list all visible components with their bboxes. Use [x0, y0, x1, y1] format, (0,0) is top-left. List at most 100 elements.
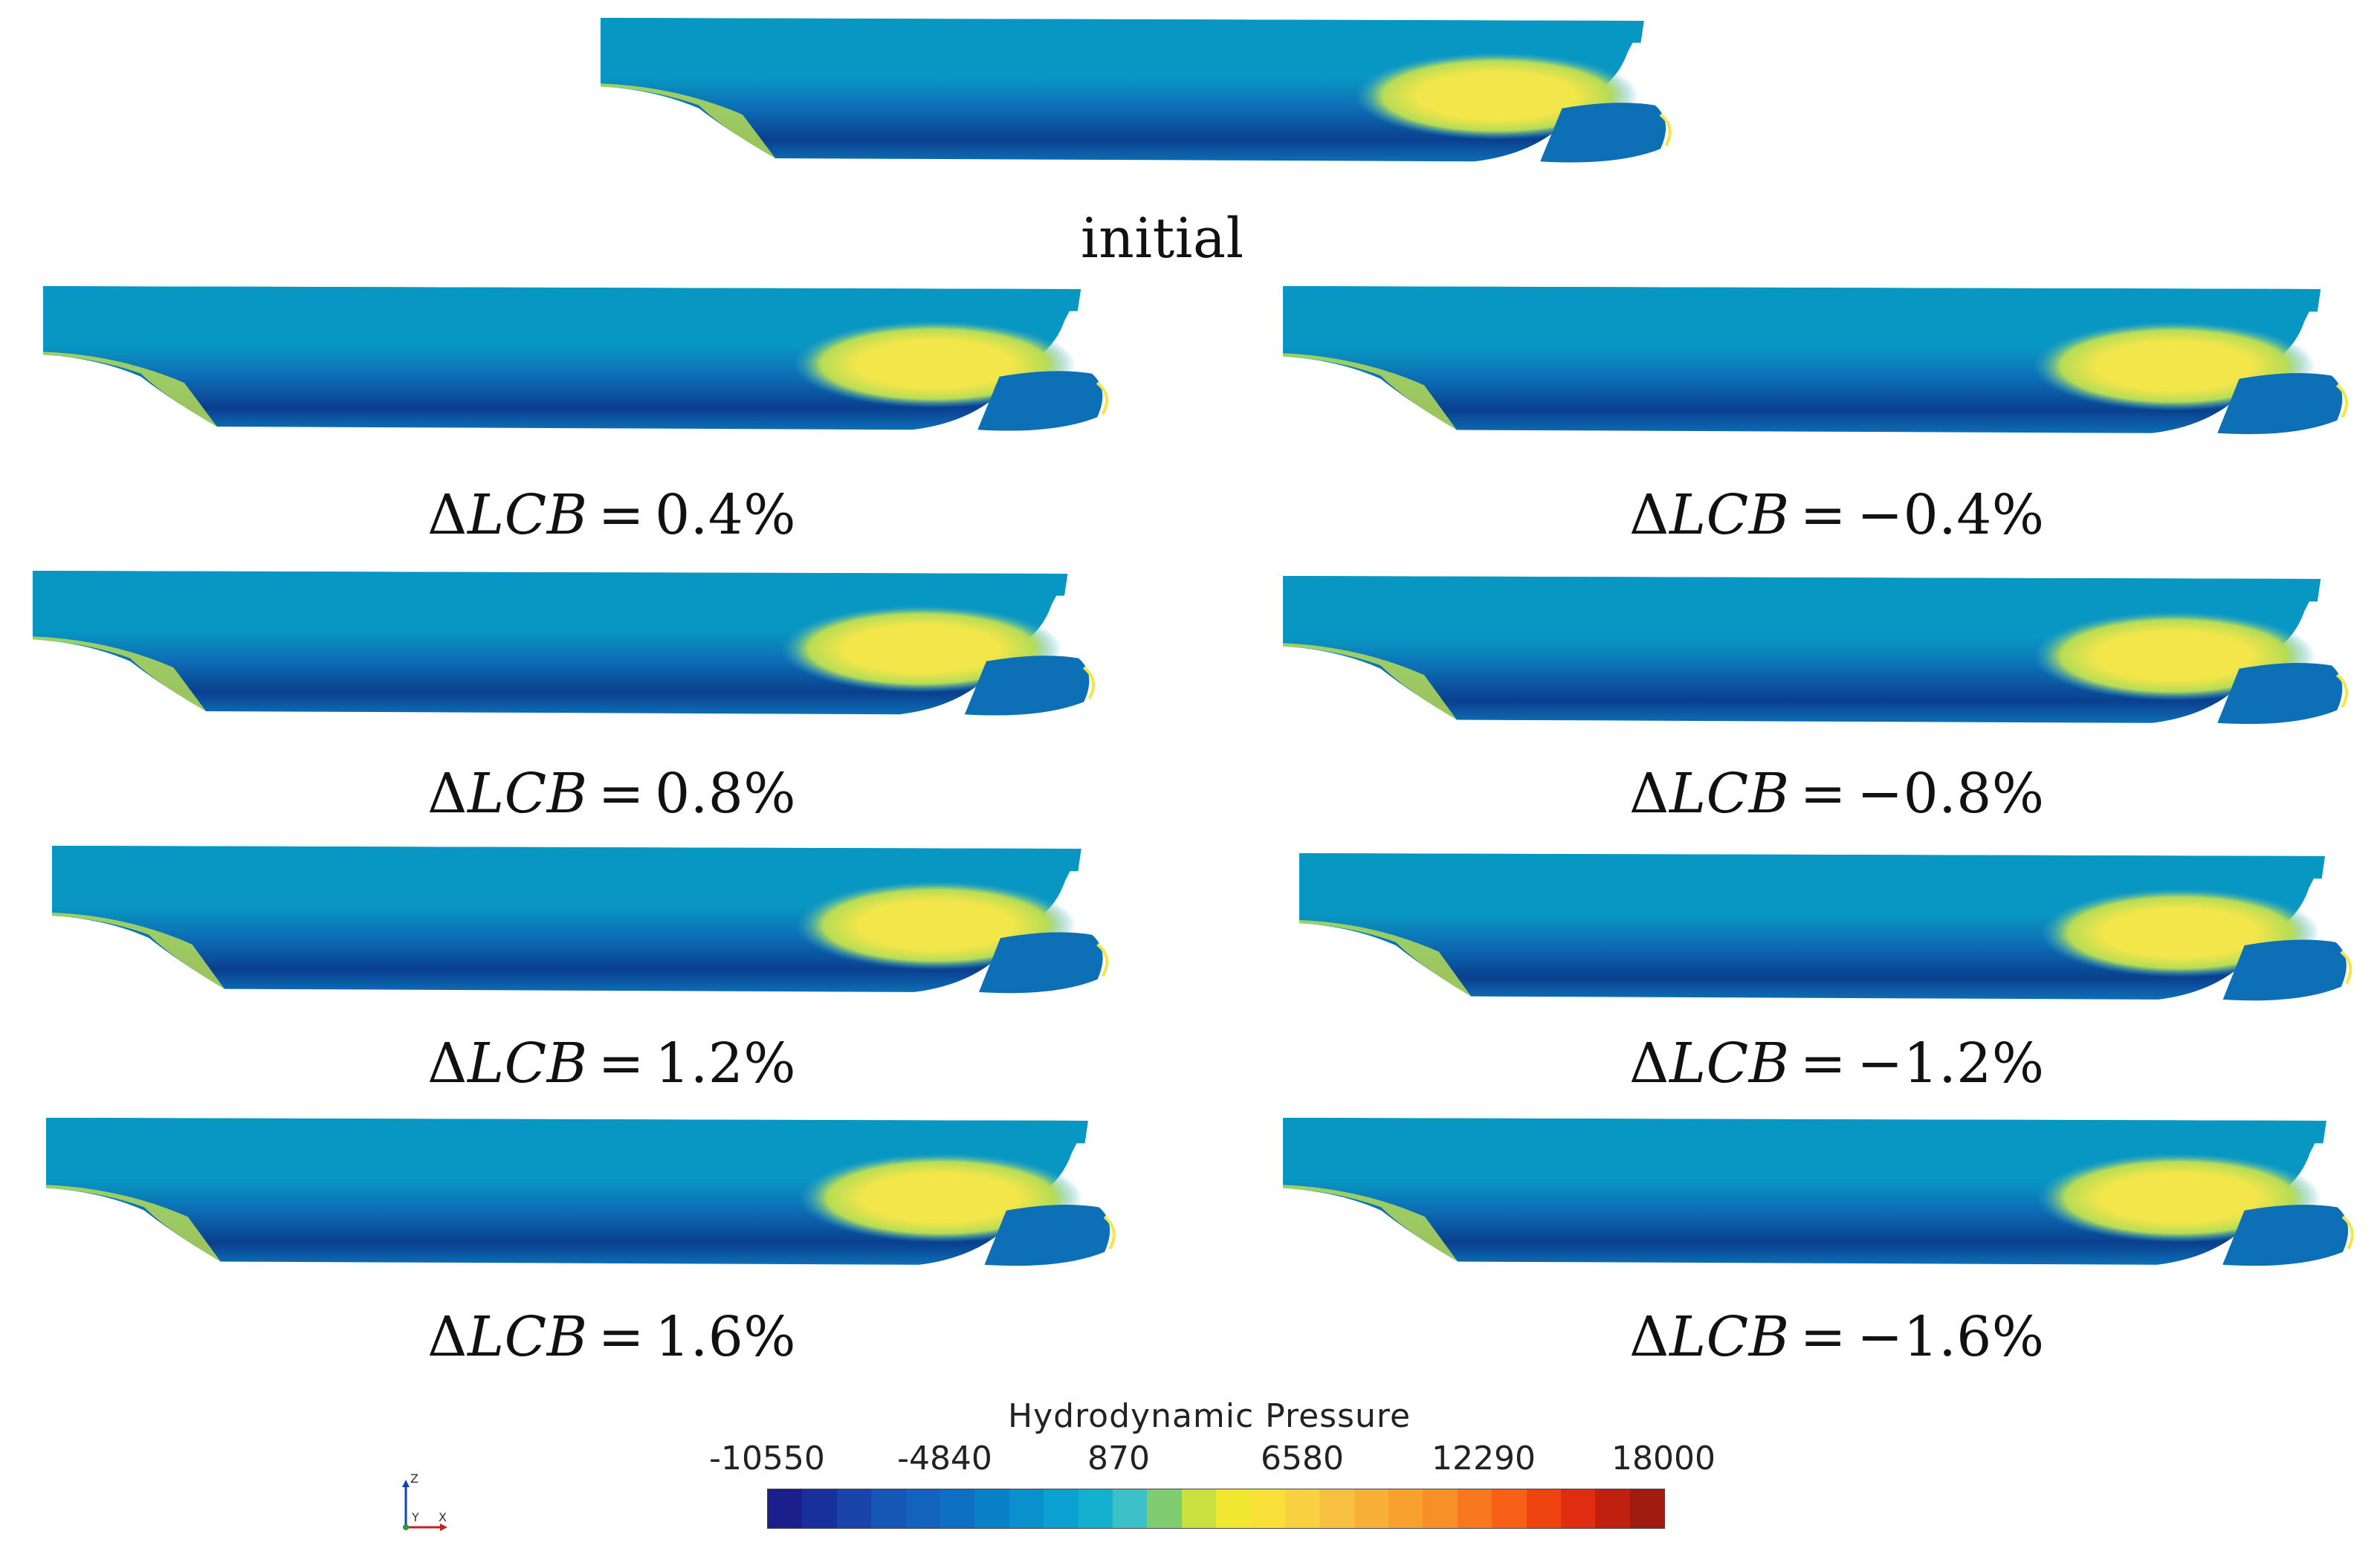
- hull-lcb-plus-0-8: [33, 571, 1096, 716]
- bulbous-bow: [979, 932, 1103, 994]
- colorbar-swatch: [1526, 1489, 1561, 1528]
- bow-tip-highlight: [2335, 673, 2348, 708]
- hull-deck-band: [1283, 576, 2321, 602]
- colorbar-swatch: [768, 1489, 803, 1528]
- colorbar-swatch: [871, 1489, 906, 1528]
- caption-lcb-plus-0-4: ΔLCB = 0.4%: [427, 483, 797, 547]
- hull-lcb-minus-1-2: [1299, 853, 2352, 1001]
- bulbous-bow: [2217, 662, 2343, 725]
- axis-label-y: Y: [411, 1510, 419, 1524]
- legend-tick: 12290: [1432, 1440, 1536, 1477]
- colorbar-swatch: [1457, 1489, 1493, 1528]
- caption-lcb-plus-1-2: ΔLCB = 1.2%: [427, 1032, 797, 1095]
- hull-deck-band: [33, 571, 1068, 596]
- bulbous-bow: [2217, 372, 2343, 435]
- legend-tick: 18000: [1611, 1440, 1716, 1477]
- bow-tip-highlight: [1096, 381, 1108, 415]
- colorbar-swatch: [1250, 1489, 1285, 1528]
- colorbar-swatch: [1560, 1489, 1596, 1528]
- bow-tip-highlight: [1082, 666, 1096, 700]
- stern-edge: [33, 636, 207, 711]
- hull-deck-band: [43, 286, 1081, 311]
- legend-tick: 870: [1087, 1440, 1150, 1477]
- colorbar-swatch: [1181, 1489, 1217, 1528]
- colorbar-swatch: [1319, 1489, 1354, 1528]
- colorbar-swatch: [940, 1489, 975, 1528]
- bulbous-bow: [2222, 939, 2347, 1001]
- hull-lcb-minus-0-8: [1283, 576, 2348, 725]
- axis-label-z: Z: [410, 1472, 418, 1486]
- hull-body: [46, 1118, 1088, 1265]
- legend-tick: -4840: [897, 1440, 992, 1477]
- legend-tick: -10550: [709, 1440, 825, 1477]
- bow-tip-highlight: [1103, 1215, 1116, 1250]
- bulbous-bow: [977, 371, 1103, 431]
- hull-deck-band: [52, 846, 1081, 872]
- colorbar-swatch: [1388, 1489, 1423, 1528]
- bow-tip-highlight: [1096, 943, 1109, 977]
- hull-body: [1299, 853, 2325, 1000]
- colorbar-swatch: [802, 1489, 837, 1528]
- colorbar-swatch: [1423, 1489, 1458, 1528]
- hull-deck-band: [1299, 853, 2325, 879]
- axis-label-x: X: [439, 1510, 447, 1524]
- hull-body: [1283, 1118, 2326, 1265]
- colorbar-swatch: [1044, 1489, 1079, 1528]
- pressure-colorbar: [767, 1489, 1665, 1529]
- colorbar-swatch: [836, 1489, 872, 1528]
- colorbar-swatch: [1492, 1489, 1527, 1528]
- caption-lcb-minus-0-4: ΔLCB = −0.4%: [1629, 483, 2045, 547]
- hull-deck-band: [1283, 286, 2321, 312]
- stern-edge: [601, 83, 776, 158]
- colorbar-swatch: [1595, 1489, 1630, 1528]
- axis-triad-icon: Z Y X: [402, 1472, 447, 1531]
- hull-lcb-plus-1-2: [52, 846, 1109, 994]
- legend-title: Hydrodynamic Pressure: [1008, 1397, 1411, 1435]
- bulbous-bow: [2222, 1204, 2349, 1266]
- bulbous-bow: [964, 656, 1090, 716]
- stern-edge: [46, 1185, 221, 1262]
- caption-lcb-plus-0-8: ΔLCB = 0.8%: [427, 762, 797, 826]
- hull-lcb-plus-0-4: [43, 286, 1108, 431]
- colorbar-swatch: [974, 1489, 1009, 1528]
- hull-lcb-plus-1-6: [46, 1118, 1116, 1266]
- colorbar-swatch: [1354, 1489, 1389, 1528]
- stern-edge: [1299, 919, 1472, 997]
- hull-body: [1283, 576, 2321, 723]
- caption-initial: initial: [1081, 207, 1244, 271]
- hull-body: [43, 286, 1081, 430]
- stern-edge: [52, 912, 224, 989]
- hull-deck-band: [601, 18, 1644, 43]
- hull-lcb-minus-0-4: [1283, 286, 2348, 435]
- hull-body: [601, 18, 1644, 162]
- bow-tip-highlight: [2335, 383, 2348, 418]
- caption-lcb-minus-0-8: ΔLCB = −0.8%: [1629, 762, 2045, 826]
- colorbar-swatch: [1078, 1489, 1113, 1528]
- caption-lcb-minus-1-6: ΔLCB = −1.6%: [1629, 1305, 2045, 1369]
- bow-tip-highlight: [1659, 113, 1672, 147]
- stern-edge: [43, 352, 217, 427]
- stern-edge: [1283, 643, 1457, 720]
- caption-lcb-minus-1-2: ΔLCB = −1.2%: [1629, 1032, 2045, 1095]
- hull-lcb-minus-1-6: [1283, 1118, 2354, 1266]
- hull-body: [1283, 286, 2321, 433]
- colorbar-swatch: [1216, 1489, 1251, 1528]
- colorbar-swatch: [1009, 1489, 1044, 1528]
- hull-deck-band: [1283, 1118, 2326, 1144]
- hull-initial: [601, 18, 1672, 163]
- stern-edge: [1283, 1185, 1458, 1262]
- caption-lcb-plus-1-6: ΔLCB = 1.6%: [427, 1305, 797, 1369]
- bulbous-bow: [984, 1204, 1110, 1266]
- colorbar-swatch: [1284, 1489, 1320, 1528]
- colorbar-swatch: [905, 1489, 940, 1528]
- bow-tip-highlight: [2341, 1215, 2354, 1250]
- bow-tip-highlight: [2340, 951, 2352, 985]
- colorbar-swatch: [1112, 1489, 1148, 1528]
- colorbar-swatch: [1147, 1489, 1182, 1528]
- bulbous-bow: [1540, 103, 1666, 163]
- legend-tick: 6580: [1261, 1440, 1344, 1477]
- hull-deck-band: [46, 1118, 1088, 1144]
- hull-body: [52, 846, 1081, 992]
- colorbar-swatch: [1629, 1489, 1665, 1528]
- hull-body: [33, 571, 1068, 715]
